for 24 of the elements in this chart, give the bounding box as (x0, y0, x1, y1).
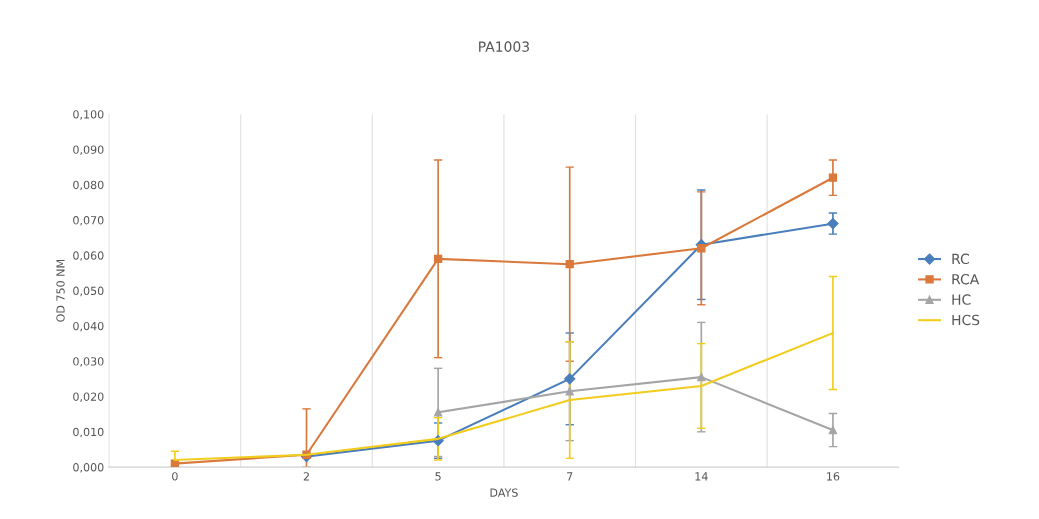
x-tick-label: 0 (172, 472, 178, 481)
y-tick-label: 0,100 (73, 110, 104, 120)
y-tick-label: 0,000 (73, 463, 104, 473)
y-tick-label: 0,050 (73, 286, 104, 297)
legend-label: HCS (952, 314, 980, 326)
x-tick-label: 14 (695, 472, 708, 481)
y-tick-label: 0,070 (73, 216, 104, 226)
chart-title: PA1003 (479, 41, 529, 52)
legend-label: RC (952, 253, 969, 265)
y-tick-label: 0,090 (73, 145, 104, 155)
y-tick-label: 0,020 (73, 392, 104, 403)
x-tick-label: 5 (435, 472, 441, 481)
y-tick-label: 0,010 (73, 427, 104, 438)
x-axis-title: DAYS (490, 488, 518, 497)
y-axis-title: OD 750 NM (56, 259, 65, 322)
y-tick-label: 0,030 (73, 357, 104, 367)
y-tick-label: 0,040 (73, 321, 104, 332)
legend-label: RCA (952, 273, 980, 285)
x-tick-label: 7 (567, 472, 573, 481)
y-tick-label: 0,060 (73, 251, 104, 261)
y-tick-label: 0,080 (73, 180, 104, 191)
x-tick-label: 16 (827, 472, 840, 481)
x-tick-label: 2 (303, 472, 309, 481)
legend-label: HC (952, 294, 971, 305)
